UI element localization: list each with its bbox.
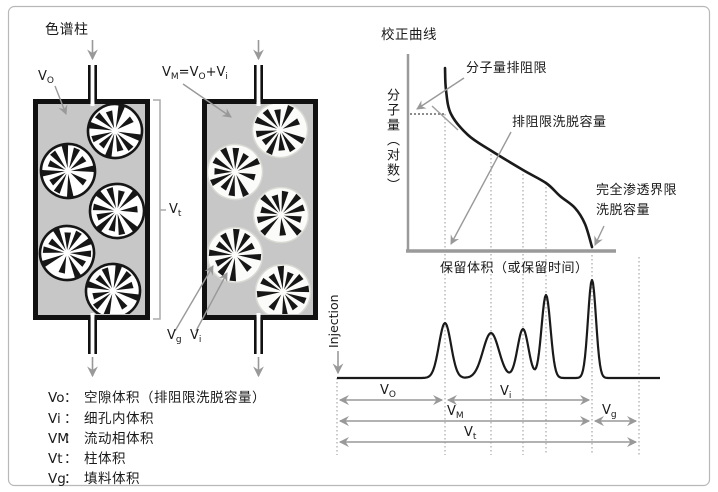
column-1-outlet-wall-right bbox=[94, 317, 97, 354]
column-1-outlet-bore bbox=[90, 313, 95, 354]
column-2-inlet-wall-right bbox=[260, 65, 263, 102]
column-1-inlet-wall-right bbox=[94, 65, 97, 102]
column-1-inlet-bore bbox=[90, 65, 95, 106]
vt-bracket bbox=[153, 99, 166, 320]
column-1-inlet-wall-left bbox=[88, 65, 91, 102]
column-2-outlet-wall-right bbox=[260, 317, 263, 354]
calibration-curve bbox=[443, 66, 594, 249]
calibration-plot bbox=[406, 54, 616, 253]
dotted-guide-lines bbox=[336, 114, 640, 455]
column-2-outlet-wall-left bbox=[254, 317, 257, 354]
vm-leader-arrow bbox=[182, 83, 232, 118]
column-2-inlet-bore bbox=[256, 65, 261, 106]
column-1-outlet-wall-left bbox=[88, 317, 91, 354]
dimension-arrows bbox=[338, 394, 638, 448]
vg-leader-arrow bbox=[174, 265, 214, 332]
tangent-line bbox=[431, 105, 459, 131]
v0-leader-arrow bbox=[54, 85, 68, 115]
outer-frame bbox=[7, 5, 711, 487]
vi-leader-arrow bbox=[195, 272, 228, 332]
exclusion-volume-arrow bbox=[450, 131, 512, 245]
exclusion-mw-arrow bbox=[416, 77, 465, 110]
column-2 bbox=[174, 40, 318, 378]
chromatogram-plot bbox=[332, 278, 661, 448]
permeation-limit-arrow bbox=[594, 225, 605, 246]
column-1 bbox=[33, 40, 166, 378]
column-2-inlet-wall-left bbox=[254, 65, 257, 102]
column-2-outlet-bore bbox=[256, 313, 261, 354]
chromatogram-trace bbox=[336, 278, 661, 380]
